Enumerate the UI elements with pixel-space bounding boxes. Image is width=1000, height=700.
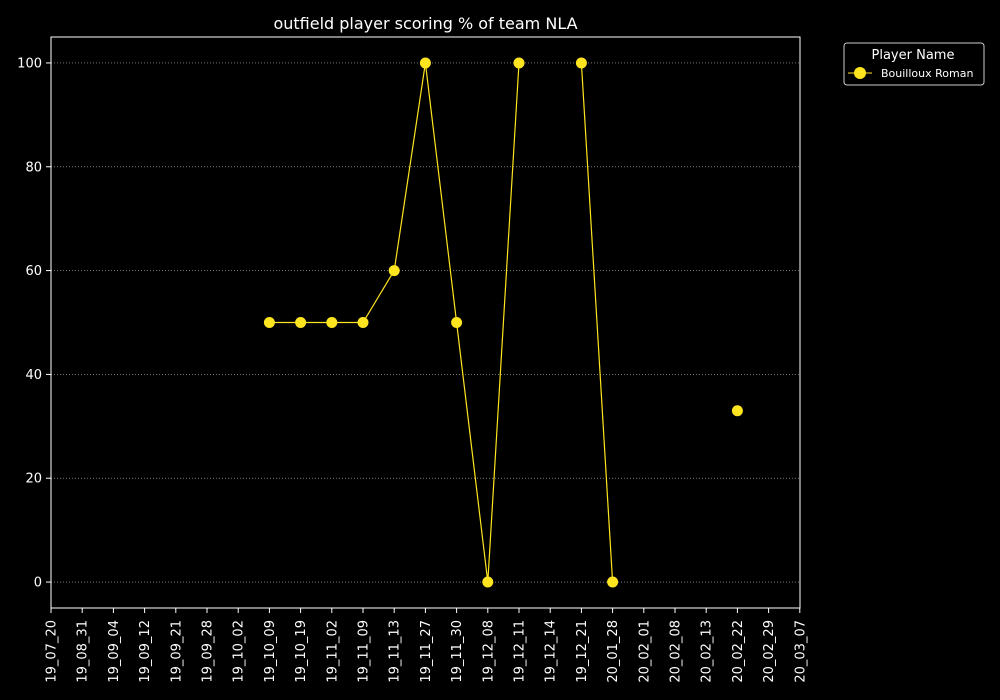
legend-point-marker [854, 67, 866, 79]
y-tick-label: 20 [25, 472, 42, 487]
x-tick-label: 19_12_08 [481, 620, 496, 683]
x-tick-label: 19_11_30 [450, 620, 465, 683]
data-point [482, 576, 494, 588]
x-tick-label: 20_02_22 [731, 620, 746, 683]
x-tick-label: 19_11_27 [419, 620, 434, 683]
y-tick-label: 100 [17, 56, 42, 71]
data-point [263, 317, 275, 328]
x-tick-label: 19_10_02 [232, 620, 247, 683]
y-axis: 0 20 40 60 80 100 [17, 56, 51, 591]
plot-frame [50, 36, 801, 609]
data-point [575, 57, 587, 69]
data-point [419, 57, 431, 69]
y-tick-label: 80 [25, 160, 42, 175]
data-point [451, 317, 463, 328]
x-tick-label: 20_01_28 [606, 620, 621, 683]
x-tick-label: 19_09_28 [201, 620, 216, 683]
data-point [388, 265, 400, 277]
chart-title: outfield player scoring % of team NLA [273, 14, 577, 33]
series-line [580, 62, 614, 583]
x-axis: 19_07_20 19_08_31 19_09_04 19_09_12 19_09_21… [45, 608, 808, 683]
x-tick-label: 19_10_09 [263, 620, 278, 683]
x-tick-label: 19_11_02 [325, 620, 340, 683]
grid-lines [51, 62, 800, 583]
x-tick-label: 19_09_21 [169, 620, 184, 683]
x-tick-label: 19_11_09 [357, 620, 372, 683]
x-tick-label: 19_12_14 [544, 620, 559, 683]
x-tick-label: 19_10_19 [294, 620, 309, 683]
x-tick-label: 19_09_12 [138, 620, 153, 683]
data-point [357, 317, 369, 328]
x-tick-label: 19_11_13 [388, 620, 403, 683]
y-tick-label: 40 [25, 368, 42, 383]
y-tick-label: 0 [34, 576, 42, 591]
data-points [263, 57, 743, 588]
x-tick-label: 20_02_29 [762, 620, 777, 683]
x-tick-label: 20_02_13 [700, 620, 715, 683]
x-tick-label: 20_03_07 [793, 620, 808, 683]
x-tick-label: 19_12_11 [513, 620, 528, 683]
data-point [295, 317, 307, 328]
x-tick-label: 19_12_21 [575, 620, 590, 683]
y-tick-label: 60 [25, 264, 42, 279]
data-point [326, 317, 338, 328]
data-point [607, 576, 619, 588]
data-point [513, 57, 525, 69]
data-point [731, 405, 743, 417]
x-tick-label: 19_07_20 [45, 620, 60, 683]
legend-box [843, 42, 985, 86]
legend-label: Bouilloux Roman [881, 67, 973, 80]
x-tick-label: 19_09_04 [107, 620, 122, 683]
x-tick-label: 19_08_31 [76, 620, 91, 683]
legend: Player Name Bouilloux Roman [843, 42, 985, 86]
legend-title: Player Name [872, 48, 955, 63]
x-tick-label: 20_02_08 [669, 620, 684, 683]
x-tick-label: 20_02_01 [637, 620, 652, 683]
